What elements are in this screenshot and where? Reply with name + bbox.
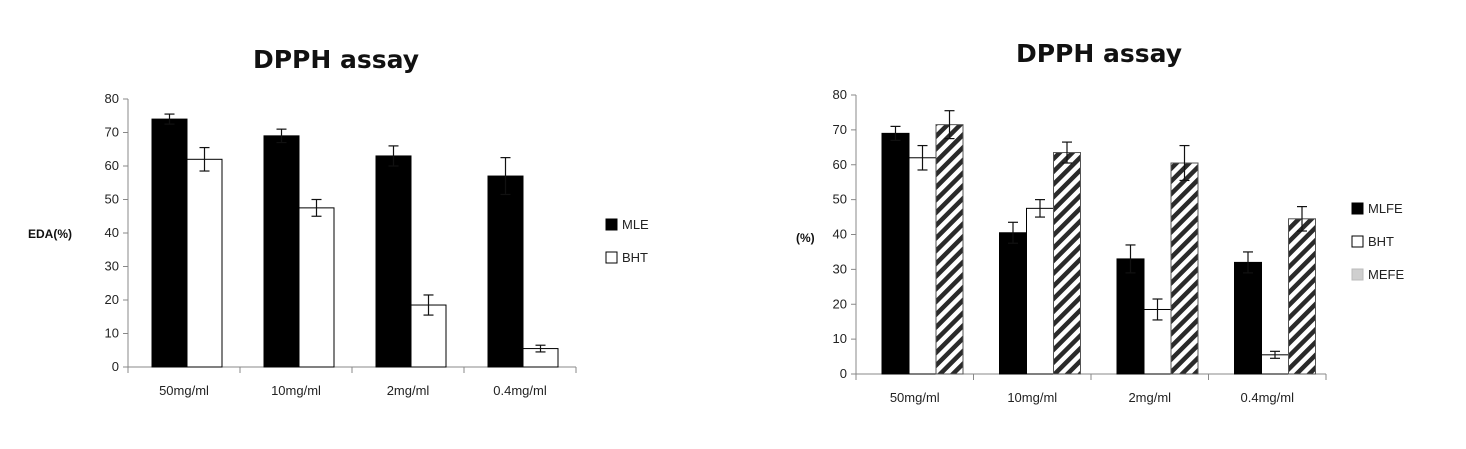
chart-left: DPPH assay EDA(%) 0 10 20 30 40 50 60 70 80 50mg/ml… bbox=[28, 45, 649, 398]
y-tick-label: 10 bbox=[105, 326, 119, 341]
x-tick-label: 10mg/ml bbox=[271, 383, 321, 398]
bar-mle-2 bbox=[375, 155, 412, 368]
bar-mefe-0 bbox=[935, 124, 964, 375]
y-tick-label: 10 bbox=[833, 331, 847, 346]
y-tick-label: 30 bbox=[833, 261, 847, 276]
bar-mlfe-1 bbox=[999, 232, 1027, 375]
x-tick-label: 50mg/ml bbox=[159, 383, 209, 398]
y-tick-label: 60 bbox=[105, 158, 119, 173]
bar-mlfe-2 bbox=[1116, 258, 1145, 375]
bar-mlfe-3 bbox=[1234, 261, 1262, 375]
y-tick-label: 50 bbox=[105, 192, 119, 207]
bar-bht-1 bbox=[1026, 207, 1054, 375]
y-tick-label: 40 bbox=[833, 227, 847, 242]
y-tick-label: 0 bbox=[840, 366, 847, 381]
x-tick-label: 10mg/ml bbox=[1007, 390, 1057, 405]
x-tick-label: 0.4mg/ml bbox=[493, 383, 547, 398]
y-tick-label: 40 bbox=[105, 225, 119, 240]
legend-swatch-bht bbox=[1351, 235, 1364, 248]
chart-right: DPPH assay (%) 0 10 20 30 40 50 60 70 80 50mg/ml 10m… bbox=[796, 39, 1404, 405]
y-tick-label: 20 bbox=[833, 296, 847, 311]
chart-title: DPPH assay bbox=[1016, 39, 1182, 68]
legend-swatch-mefe bbox=[1351, 268, 1364, 281]
bar-mefe-2 bbox=[1170, 162, 1199, 375]
y-tick-label: 70 bbox=[105, 125, 119, 140]
y-tick-label: 30 bbox=[105, 259, 119, 274]
y-tick-label: 60 bbox=[833, 157, 847, 172]
y-tick-label: 80 bbox=[833, 87, 847, 102]
bar-bht-0 bbox=[908, 157, 937, 375]
bar-mlfe-0 bbox=[881, 132, 910, 375]
x-tick-label: 2mg/ml bbox=[1128, 390, 1171, 405]
chart-title: DPPH assay bbox=[253, 45, 419, 74]
bar-mle-3 bbox=[487, 175, 524, 368]
legend-label-mefe: MEFE bbox=[1368, 267, 1404, 282]
legend-swatch-bht bbox=[605, 251, 618, 264]
bar-bht-1 bbox=[298, 207, 335, 368]
bar-mle-1 bbox=[263, 135, 300, 368]
legend-swatch-mle bbox=[605, 218, 618, 231]
x-tick-label: 2mg/ml bbox=[387, 383, 430, 398]
x-tick-label: 50mg/ml bbox=[890, 390, 940, 405]
x-tick-label: 0.4mg/ml bbox=[1241, 390, 1295, 405]
y-axis-label: EDA(%) bbox=[28, 227, 72, 241]
y-axis-label: (%) bbox=[796, 231, 815, 245]
legend-label-bht: BHT bbox=[622, 250, 648, 265]
bar-mefe-3 bbox=[1288, 218, 1316, 375]
y-tick-label: 80 bbox=[105, 91, 119, 106]
legend-label-mle: MLE bbox=[622, 217, 649, 232]
legend-label-bht: BHT bbox=[1368, 234, 1394, 249]
bar-mle-0 bbox=[151, 118, 188, 368]
bar-bht-0 bbox=[186, 158, 223, 368]
y-tick-label: 0 bbox=[112, 359, 119, 374]
legend-swatch-mlfe bbox=[1351, 202, 1364, 215]
y-tick-label: 20 bbox=[105, 292, 119, 307]
legend-label-mlfe: MLFE bbox=[1368, 201, 1403, 216]
bar-mefe-1 bbox=[1053, 152, 1081, 375]
y-tick-label: 50 bbox=[833, 192, 847, 207]
y-tick-label: 70 bbox=[833, 122, 847, 137]
